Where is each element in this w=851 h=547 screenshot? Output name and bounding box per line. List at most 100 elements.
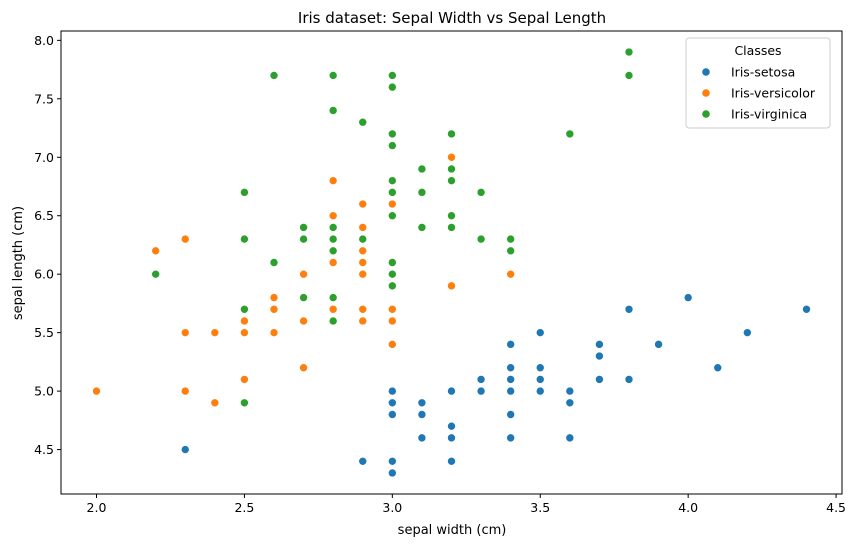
point-iris-setosa	[535, 386, 545, 396]
point-iris-setosa	[180, 445, 190, 454]
point-iris-virginica	[328, 71, 338, 80]
point-iris-virginica	[417, 188, 427, 197]
point-iris-setosa	[447, 386, 456, 396]
point-iris-virginica	[388, 211, 397, 221]
point-iris-versicolor	[358, 199, 368, 209]
point-iris-virginica	[624, 71, 634, 80]
point-iris-setosa	[565, 398, 575, 408]
point-iris-virginica	[328, 223, 338, 232]
point-iris-virginica	[447, 164, 456, 174]
point-iris-versicolor	[506, 269, 515, 279]
point-iris-virginica	[151, 269, 160, 279]
y-tick-label: 6.5	[34, 208, 54, 223]
legend-marker-iris-virginica	[702, 110, 710, 118]
legend-marker-iris-setosa	[702, 68, 710, 76]
point-iris-virginica	[328, 246, 338, 256]
point-iris-virginica	[506, 234, 515, 244]
legend: Classes Iris-setosa Iris-versicolor Iris-v…	[685, 37, 831, 129]
x-tick-label: 2.0	[87, 500, 107, 515]
legend-label-iris-virginica: Iris-virginica	[731, 107, 807, 122]
point-iris-versicolor	[299, 363, 308, 373]
point-iris-setosa	[743, 328, 752, 337]
point-iris-versicolor	[358, 246, 368, 256]
point-iris-versicolor	[447, 281, 456, 291]
point-iris-virginica	[328, 234, 338, 244]
point-iris-versicolor	[358, 316, 368, 326]
y-tick-label: 8.0	[34, 33, 54, 48]
x-tick-label: 4.5	[826, 500, 846, 515]
point-iris-setosa	[565, 386, 575, 396]
point-iris-versicolor	[151, 246, 160, 256]
point-iris-versicolor	[358, 258, 368, 267]
point-iris-virginica	[328, 293, 338, 302]
point-iris-versicolor	[328, 211, 338, 221]
point-iris-virginica	[240, 398, 249, 408]
point-iris-versicolor	[92, 386, 101, 396]
point-iris-versicolor	[358, 304, 368, 314]
point-iris-virginica	[388, 269, 397, 279]
y-axis-label: sepal length (cm)	[11, 206, 26, 320]
point-iris-versicolor	[180, 234, 190, 244]
point-iris-virginica	[388, 258, 397, 267]
point-iris-setosa	[506, 375, 515, 384]
point-iris-versicolor	[210, 328, 220, 337]
point-iris-virginica	[624, 47, 634, 57]
point-iris-virginica	[388, 176, 397, 185]
point-iris-versicolor	[388, 304, 397, 314]
x-tick-label: 3.0	[382, 500, 402, 515]
point-iris-setosa	[506, 433, 515, 443]
point-iris-versicolor	[240, 316, 249, 326]
point-iris-setosa	[388, 410, 397, 419]
point-iris-setosa	[476, 386, 486, 396]
point-iris-versicolor	[358, 223, 368, 232]
point-iris-virginica	[269, 71, 279, 80]
point-iris-versicolor	[358, 269, 368, 279]
y-tick-label: 4.5	[34, 442, 54, 457]
point-iris-versicolor	[299, 316, 308, 326]
point-iris-virginica	[565, 129, 575, 139]
point-iris-virginica	[447, 223, 456, 232]
point-iris-setosa	[506, 363, 515, 373]
point-iris-setosa	[388, 398, 397, 408]
point-iris-virginica	[328, 316, 338, 326]
point-iris-virginica	[447, 211, 456, 221]
y-tick-label: 5.5	[34, 325, 54, 340]
point-iris-virginica	[299, 234, 308, 244]
point-iris-versicolor	[180, 328, 190, 337]
chart-title: Iris dataset: Sepal Width vs Sepal Lengt…	[298, 9, 606, 27]
y-axis: 4.5 5.0 5.5 6.0 6.5 7.0 7.5 8.0	[34, 33, 61, 457]
point-iris-setosa	[358, 456, 368, 466]
y-tick-label: 7.0	[34, 150, 54, 165]
point-iris-setosa	[624, 375, 634, 384]
point-iris-versicolor	[180, 386, 190, 396]
point-iris-virginica	[269, 258, 279, 267]
point-iris-setosa	[565, 433, 575, 443]
point-iris-setosa	[595, 351, 604, 361]
point-iris-virginica	[417, 164, 427, 174]
point-iris-virginica	[388, 141, 397, 150]
point-iris-virginica	[388, 129, 397, 139]
point-iris-virginica	[358, 117, 368, 127]
point-iris-versicolor	[388, 199, 397, 209]
point-iris-versicolor	[388, 316, 397, 326]
point-iris-setosa	[388, 456, 397, 466]
point-iris-virginica	[328, 106, 338, 115]
point-iris-virginica	[388, 281, 397, 291]
point-iris-setosa	[417, 433, 427, 443]
point-iris-virginica	[388, 82, 397, 92]
point-iris-setosa	[802, 304, 811, 314]
legend-marker-iris-versicolor	[702, 89, 710, 97]
point-iris-virginica	[358, 234, 368, 244]
point-iris-setosa	[388, 386, 397, 396]
point-iris-virginica	[506, 246, 515, 256]
legend-label-iris-setosa: Iris-setosa	[731, 65, 795, 80]
legend-label-iris-versicolor: Iris-versicolor	[731, 86, 816, 101]
y-tick-label: 7.5	[34, 91, 54, 106]
x-axis: 2.0 2.5 3.0 3.5 4.0 4.5	[87, 494, 846, 515]
point-iris-versicolor	[328, 176, 338, 185]
point-iris-virginica	[447, 176, 456, 185]
point-iris-virginica	[388, 71, 397, 80]
point-iris-virginica	[299, 293, 308, 302]
y-tick-label: 6.0	[34, 267, 54, 282]
